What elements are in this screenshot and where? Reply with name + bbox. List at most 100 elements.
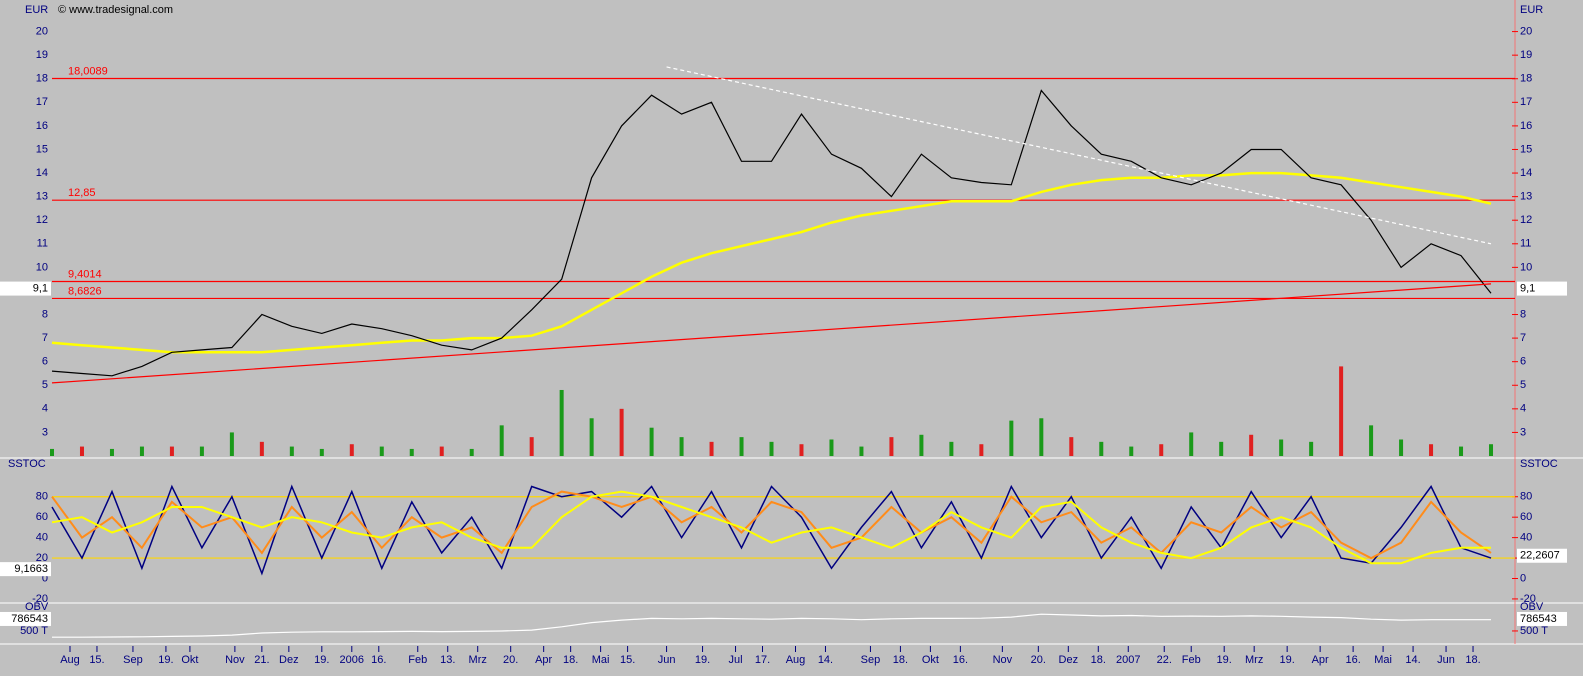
y-tick-label: 11 — [37, 238, 48, 250]
volume-bar — [319, 448, 324, 456]
volume-bar — [979, 444, 984, 456]
y-tick-label: 19 — [1520, 49, 1532, 61]
y-tick-label: 7 — [42, 332, 48, 344]
trend-line — [666, 66, 1492, 245]
y-tick-label: 5 — [42, 379, 48, 391]
volume-bar — [289, 446, 294, 456]
y-tick-label: 4 — [1520, 403, 1526, 415]
volume-bar — [1399, 439, 1404, 456]
y-tick-label: 20 — [36, 552, 48, 564]
volume-bar — [1009, 420, 1014, 456]
panel-title: SSTOC — [8, 458, 46, 470]
x-tick-label: 19. — [158, 654, 173, 666]
value-tag — [1517, 281, 1567, 296]
x-tick-label: 16. — [371, 654, 386, 666]
value-tag-label: 786543 — [11, 613, 48, 625]
volume-bar — [1459, 446, 1464, 456]
volume-bar — [409, 448, 414, 456]
x-tick-label: 14. — [818, 654, 833, 666]
volume-bar — [169, 446, 174, 456]
y-tick-label: 0 — [42, 572, 48, 584]
x-tick-label: Mai — [1374, 654, 1392, 666]
y-tick-label: 500 T — [1520, 625, 1548, 637]
volume-bar — [349, 444, 354, 456]
series-line — [52, 613, 1491, 638]
x-tick-label: 19. — [314, 654, 329, 666]
value-tag-label: 22,2607 — [1520, 550, 1560, 562]
x-tick-label: 20. — [1031, 654, 1046, 666]
level-label: 9,4014 — [68, 268, 102, 280]
y-tick-label: 17 — [36, 96, 48, 108]
panel-title: OBV — [25, 601, 49, 613]
x-tick-label: Aug — [786, 654, 806, 666]
volume-bar — [619, 408, 624, 456]
volume-bar — [1489, 444, 1494, 456]
volume-bar — [439, 446, 444, 456]
panel-title: SSTOC — [1520, 458, 1558, 470]
x-tick-label: 16. — [953, 654, 968, 666]
series-line — [51, 171, 1492, 354]
y-tick-label: 3 — [42, 426, 48, 438]
y-tick-label: 20 — [1520, 25, 1532, 37]
y-tick-label: 80 — [1520, 491, 1532, 503]
x-tick-label: Mai — [592, 654, 610, 666]
y-tick-label: 5 — [1520, 379, 1526, 391]
volume-bar — [1249, 434, 1254, 456]
value-tag — [0, 611, 51, 626]
volume-bar — [649, 427, 654, 456]
volume-bar — [229, 432, 234, 456]
x-tick-label: Aug — [60, 654, 80, 666]
volume-bar — [949, 441, 954, 456]
series-line — [51, 89, 1492, 377]
volume-bar — [50, 448, 54, 456]
y-tick-label: 18 — [1520, 73, 1532, 85]
value-tag — [0, 562, 51, 577]
level-label: 8,6826 — [68, 285, 102, 297]
volume-bar — [709, 441, 714, 456]
volume-bar — [1159, 444, 1164, 456]
volume-bar — [919, 434, 924, 456]
x-tick-label: 19. — [1280, 654, 1295, 666]
y-tick-label: 40 — [1520, 532, 1532, 544]
x-tick-label: Feb — [1182, 654, 1201, 666]
y-tick-label: 11 — [1520, 238, 1531, 250]
level-label: 18,0089 — [68, 65, 108, 77]
y-tick-label: 18 — [36, 73, 48, 85]
x-tick-label: 2007 — [1116, 654, 1140, 666]
volume-bar — [139, 446, 144, 456]
volume-bar — [799, 444, 804, 456]
y-tick-label: -20 — [32, 593, 48, 605]
x-tick-label: 14. — [1405, 654, 1420, 666]
volume-bar — [559, 389, 564, 456]
x-tick-label: 18. — [1465, 654, 1480, 666]
series-line — [51, 490, 1491, 565]
x-tick-label: 19. — [1217, 654, 1232, 666]
volume-bar — [679, 437, 684, 456]
y-tick-label: 14 — [36, 167, 48, 179]
y-tick-label: 12 — [36, 214, 48, 226]
x-tick-label: 18. — [563, 654, 578, 666]
y-tick-label: 8 — [42, 308, 48, 320]
x-tick-label: Apr — [1312, 654, 1329, 666]
x-tick-label: Mrz — [469, 654, 487, 666]
y-tick-label: 15 — [36, 143, 48, 155]
x-tick-label: 17. — [755, 654, 770, 666]
volume-bar — [1309, 441, 1314, 456]
x-tick-label: 18. — [893, 654, 908, 666]
x-tick-label: 20. — [503, 654, 518, 666]
y-tick-label: 13 — [36, 191, 48, 203]
x-tick-label: 15. — [620, 654, 635, 666]
x-tick-label: 16. — [1345, 654, 1360, 666]
y-tick-label: 19 — [36, 49, 48, 61]
volume-bar — [1099, 441, 1104, 456]
value-tag — [0, 281, 51, 296]
volume-bar — [1429, 444, 1434, 456]
y-tick-label: 7 — [1520, 332, 1526, 344]
y-tick-label: 4 — [42, 403, 48, 415]
volume-bar — [769, 441, 774, 456]
x-tick-label: Dez — [1059, 654, 1079, 666]
volume-bar — [1039, 418, 1044, 456]
y-tick-label: 13 — [1520, 191, 1532, 203]
y-tick-label: 3 — [1520, 426, 1526, 438]
